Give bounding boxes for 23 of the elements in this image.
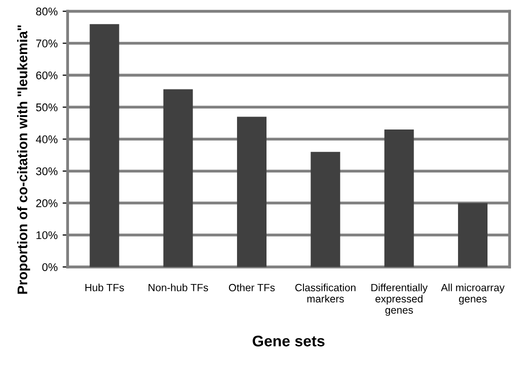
x-tick-label: Classification markers [295,284,356,302]
y-tick-label: 70% [36,40,58,48]
bar [163,89,193,267]
bar [458,203,488,267]
x-axis-title: Gene sets [252,336,324,346]
y-tick-label: 20% [36,199,58,208]
y-tick-label: 50% [36,103,58,112]
y-tick-label: 80% [36,8,58,16]
y-tick-label: 60% [36,71,58,80]
y-tick-label: 30% [36,167,58,176]
y-tick-label: 0% [42,263,58,272]
x-tick-label: Other TFs [228,284,275,292]
y-tick-label: 10% [36,231,58,240]
bar [237,116,266,267]
bar [90,24,120,267]
y-tick-label: 40% [36,135,58,144]
x-tick-label: Differentially expressed genes [371,284,428,316]
bar [384,130,414,267]
x-tick-label: All microarray genes [440,284,505,305]
y-axis-title: Proportion of co-citation with "leukemia" [17,25,30,294]
x-tick-label: Hub TFs [85,284,124,292]
x-tick-label: Non-hub TFs [148,284,208,292]
bar [310,152,340,267]
